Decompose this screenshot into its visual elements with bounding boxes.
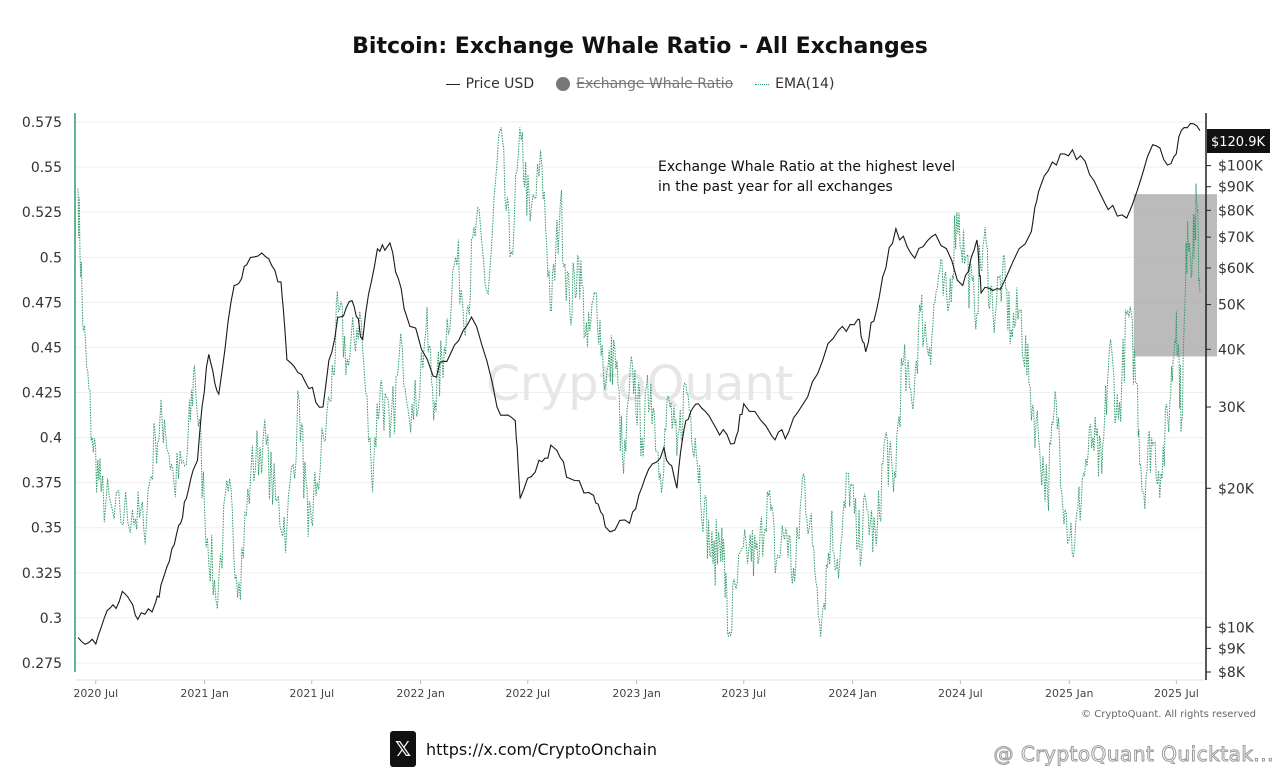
price-series	[77, 122, 1201, 646]
legend-item-ema[interactable]: EMA(14)	[755, 76, 834, 92]
legend-item-price[interactable]: Price USD	[445, 76, 535, 92]
legend-item-whale-ratio[interactable]: Exchange Whale Ratio	[556, 76, 733, 92]
right-tick-label: $70K	[1218, 230, 1255, 246]
legend-dotted-line-icon	[755, 83, 770, 85]
legend-dot-icon	[556, 77, 571, 91]
annotation-line-2: in the past year for all exchanges	[658, 179, 893, 195]
legend: Price USD Exchange Whale Ratio EMA(14)	[0, 76, 1280, 92]
grid-lines	[76, 121, 1205, 664]
watermark-credit: @ CryptoQuant Quicktak...	[993, 742, 1274, 767]
left-tick-label: 0.55	[31, 160, 62, 176]
left-tick-label: 0.4	[40, 431, 62, 447]
right-tick-label: 30K	[1218, 400, 1246, 416]
right-tick-label: $9K	[1218, 641, 1246, 657]
left-tick-label: 0.475	[22, 295, 62, 311]
left-tick-label: 0.575	[22, 115, 62, 131]
right-tick-label: 50K	[1218, 298, 1246, 314]
x-tick-label: 2023 Jul	[721, 687, 766, 700]
chart-title: Bitcoin: Exchange Whale Ratio - All Exch…	[352, 34, 928, 59]
left-tick-label: 0.275	[22, 656, 62, 672]
current-price-badge: $120.9K	[1207, 129, 1270, 153]
watermark: CryptoQuant	[486, 356, 793, 412]
x-tick-label: 2025 Jan	[1045, 687, 1093, 700]
left-tick-label: 0.3	[40, 611, 62, 627]
left-tick-label: 0.425	[22, 386, 62, 402]
x-tick-label: 2022 Jan	[396, 687, 444, 700]
x-tick-label: 2023 Jan	[612, 687, 660, 700]
x-tick-label: 2021 Jul	[289, 687, 334, 700]
left-tick-label: 0.325	[22, 566, 62, 582]
footer-link[interactable]: 𝕏 https://x.com/CryptoOnchain	[390, 731, 657, 767]
right-tick-label: $10K	[1218, 620, 1255, 636]
right-tick-label: $8K	[1218, 665, 1246, 681]
x-tick-label: 2024 Jul	[938, 687, 983, 700]
right-tick-label: $20K	[1218, 481, 1255, 497]
footer-link-text[interactable]: https://x.com/CryptoOnchain	[426, 739, 657, 759]
left-tick-label: 0.525	[22, 205, 62, 221]
legend-label-price: Price USD	[465, 76, 535, 92]
left-tick-label: 0.35	[31, 521, 62, 537]
highlight-box	[1133, 194, 1217, 357]
right-tick-label: $100K	[1218, 159, 1264, 175]
x-tick-label: 2022 Jul	[505, 687, 550, 700]
legend-label-ema: EMA(14)	[775, 76, 835, 92]
x-tick-label: 2025 Jul	[1154, 687, 1199, 700]
copyright-text: © CryptoQuant. All rights reserved	[1081, 709, 1256, 720]
price-line	[77, 122, 1201, 646]
right-tick-label: 40K	[1218, 342, 1246, 358]
x-tick-label: 2021 Jan	[180, 687, 228, 700]
x-tick-label: 2020 Jul	[73, 687, 118, 700]
right-tick-label: $90K	[1218, 180, 1255, 196]
x-axis-ticks: 2020 Jul 2021 Jan 2021 Jul 2022 Jan 2022 Jul…	[73, 679, 1205, 700]
left-tick-label: 0.45	[31, 340, 62, 356]
x-tick-label: 2024 Jan	[828, 687, 876, 700]
left-tick-label: 0.375	[22, 476, 62, 492]
left-tick-label: 0.5	[40, 250, 62, 266]
current-price-label: $120.9K	[1211, 135, 1265, 150]
legend-line-icon	[445, 83, 460, 85]
legend-label-whale-ratio: Exchange Whale Ratio	[576, 76, 734, 92]
right-tick-label: $60K	[1218, 261, 1255, 277]
annotation-line-1: Exchange Whale Ratio at the highest leve…	[658, 159, 955, 175]
right-tick-label: $80K	[1218, 203, 1255, 219]
x-logo-icon: 𝕏	[390, 731, 416, 767]
right-axis-ticks: $100K $90K $80K $70K $60K 50K 40K 30K $20K $10K $9…	[1206, 159, 1264, 681]
left-axis-ticks: 0.575 0.55 0.525 0.5 0.475 0.45 0.425 0.4 0.375 0…	[22, 115, 62, 672]
